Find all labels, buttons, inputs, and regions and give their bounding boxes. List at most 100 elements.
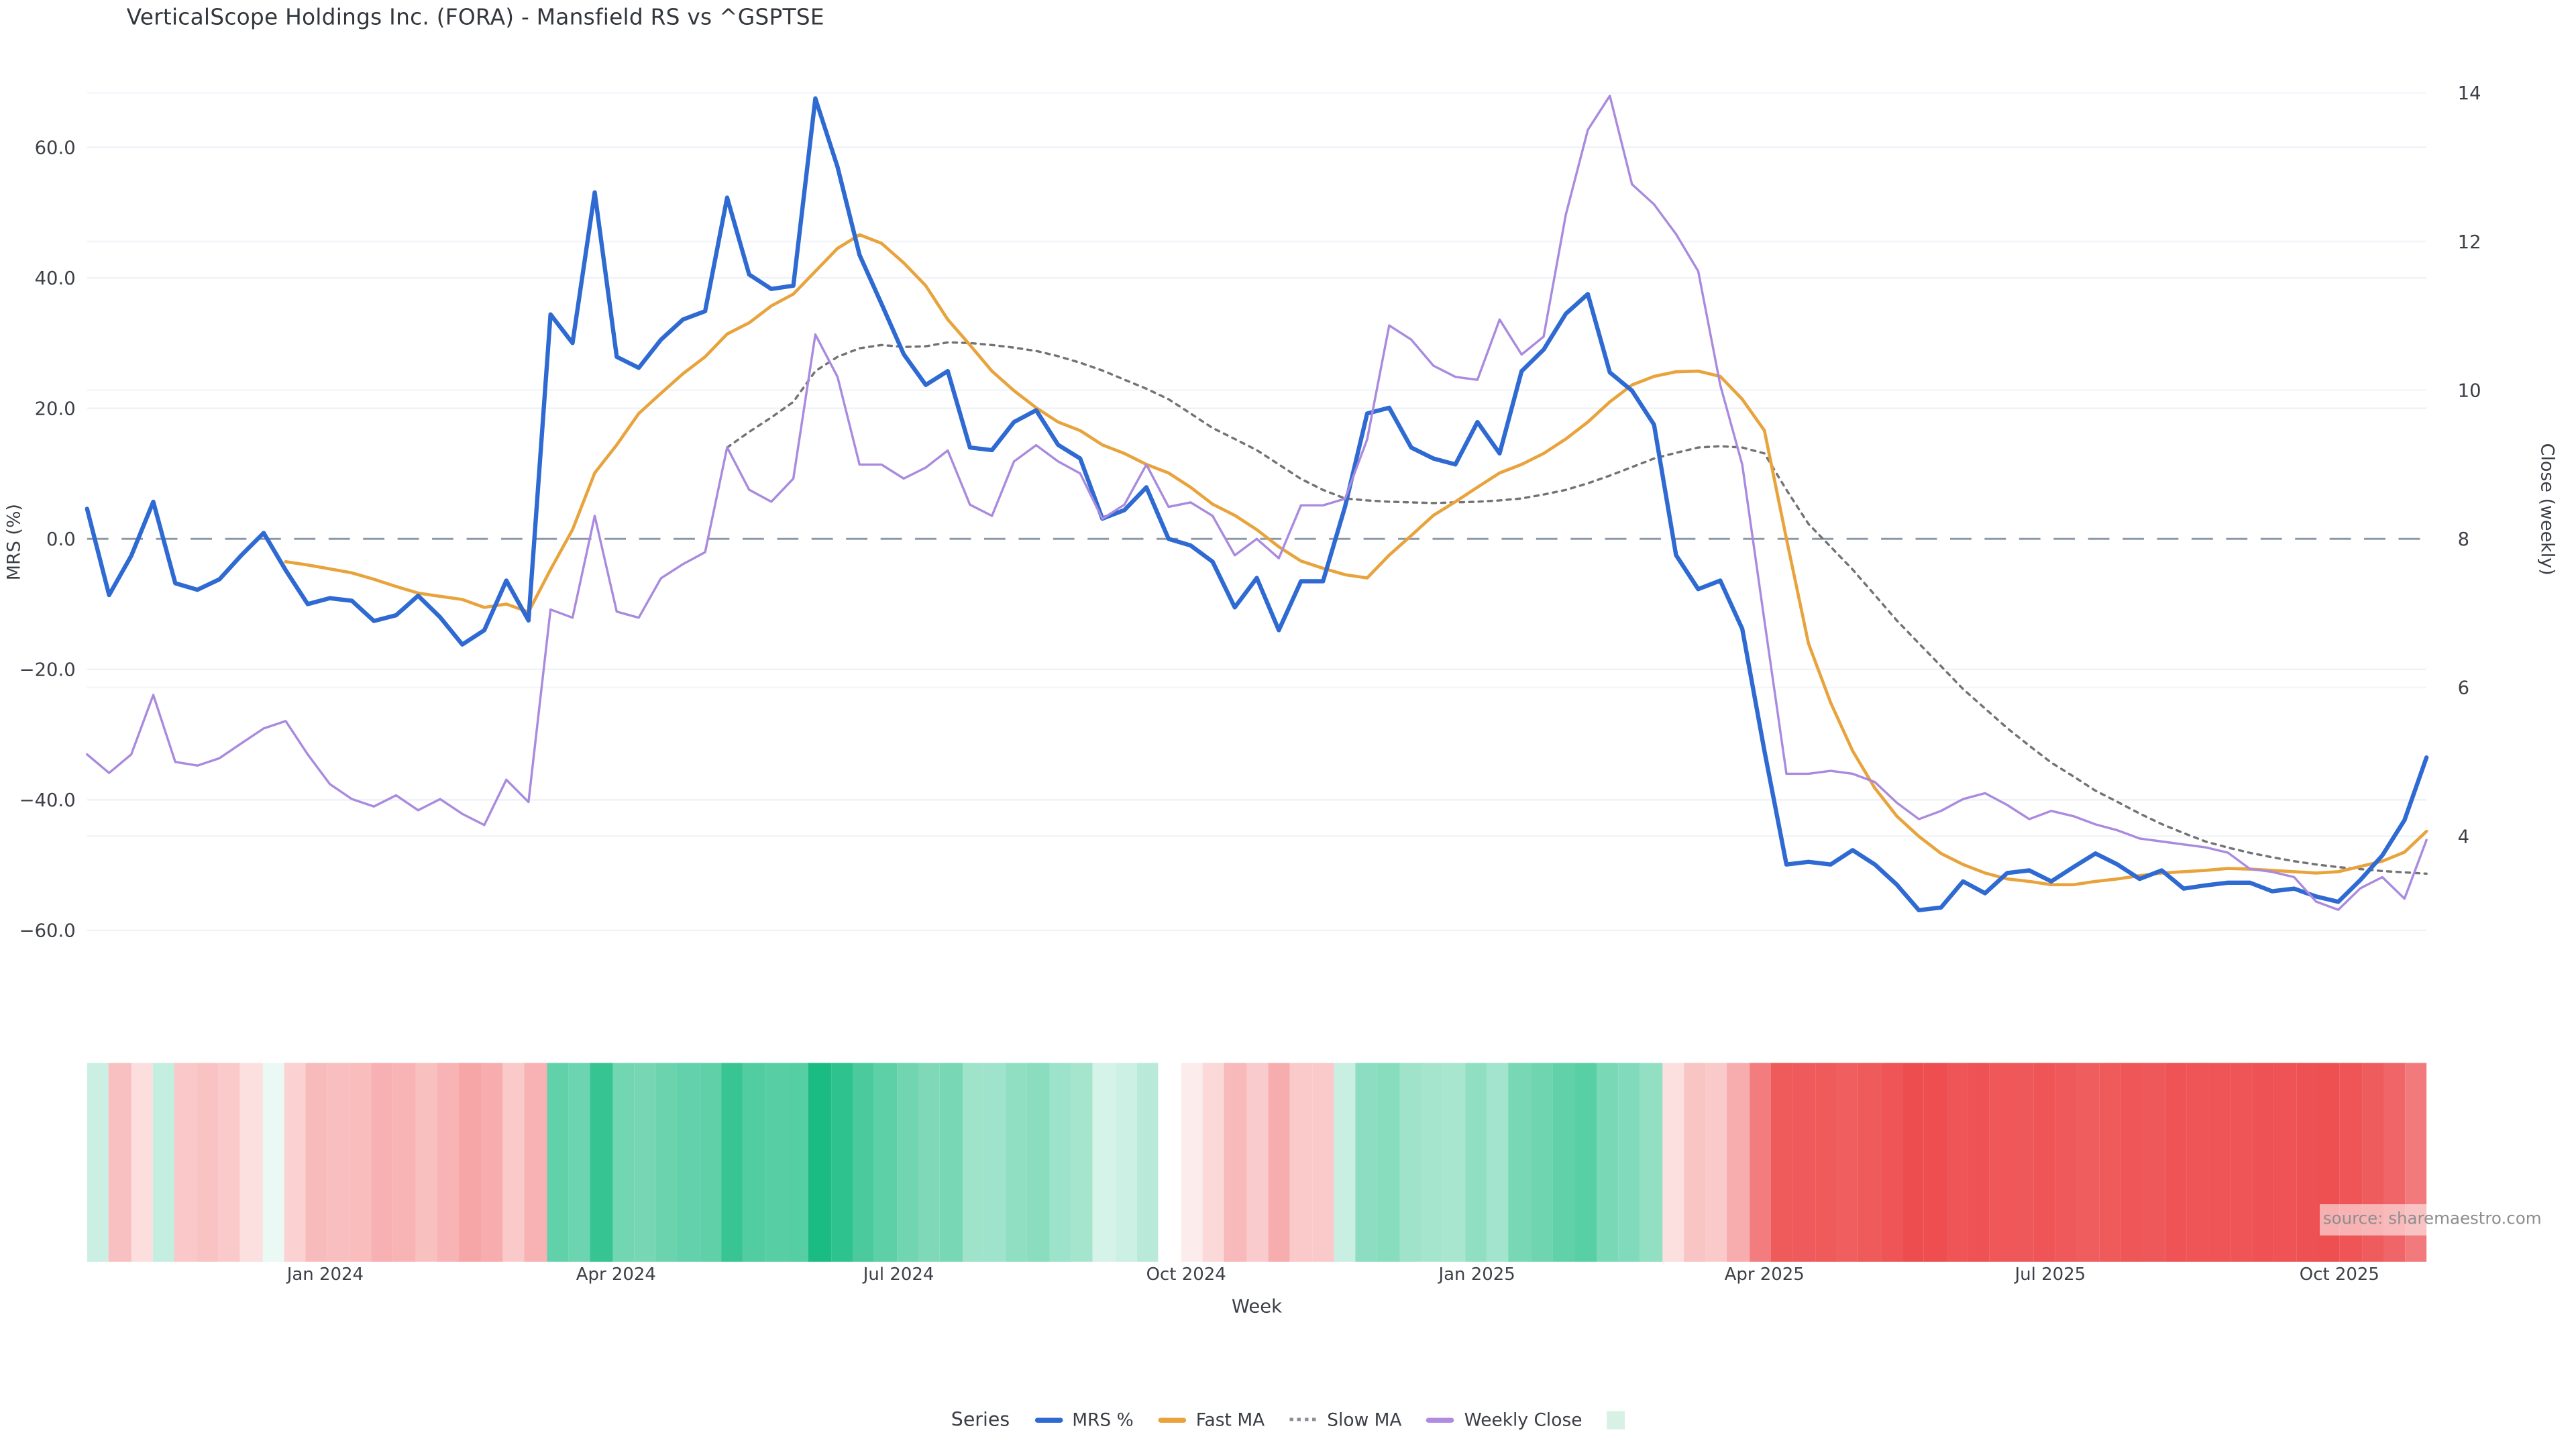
heatmap-cell (918, 1063, 941, 1262)
left-axis-tick: 0.0 (46, 529, 76, 550)
heatmap-cell (1617, 1063, 1640, 1262)
heatmap-cell (2077, 1063, 2100, 1262)
heatmap-cell (1159, 1063, 1181, 1262)
left-axis-tick: 20.0 (35, 399, 76, 420)
heatmap-cell (2296, 1063, 2318, 1262)
x-axis-tick-labels: Jan 2024 Apr 2024 Jul 2024 Oct 2024 Jan 2025… (87, 1265, 2426, 1288)
legend-item-slow-ma: Slow MA (1289, 1409, 1402, 1430)
heatmap-cell (1902, 1063, 1925, 1262)
series-weekly-close (86, 95, 2428, 911)
legend-item-label: Weekly Close (1464, 1409, 1582, 1430)
heatmap-cell (787, 1063, 809, 1262)
heatmap-cell (152, 1063, 175, 1262)
heatmap-cell (1683, 1063, 1706, 1262)
legend-item-mrs-: MRS % (1034, 1409, 1134, 1430)
heatmap-cell (1836, 1063, 1859, 1262)
heatmap-cell (1552, 1063, 1574, 1262)
right-axis-tick: 10 (2458, 380, 2481, 401)
heatmap-cell (1071, 1063, 1093, 1262)
mrs-heatmap-strip (87, 1063, 2428, 1262)
heatmap-cell (2099, 1063, 2121, 1262)
heatmap-cell (1771, 1063, 1793, 1262)
heatmap-cell (2230, 1063, 2253, 1262)
x-tick-jul-2025: Jul 2025 (2015, 1265, 2086, 1285)
left-axis-tick: −40.0 (19, 790, 76, 811)
x-tick-jan-2024: Jan 2024 (286, 1265, 364, 1285)
heatmap-cell (699, 1063, 722, 1262)
legend-item-label: Slow MA (1327, 1409, 1402, 1430)
heatmap-cell (1596, 1063, 1618, 1262)
right-axis-tick: 6 (2458, 678, 2469, 699)
heatmap-cell (87, 1063, 109, 1262)
heatmap-cell (765, 1063, 788, 1262)
heatmap-cell (218, 1063, 241, 1262)
series-slow-ma (726, 341, 2428, 875)
heatmap-cell (415, 1063, 437, 1262)
heatmap-cell (983, 1063, 1006, 1262)
x-tick-oct-2025: Oct 2025 (2299, 1265, 2379, 1285)
heatmap-cell (546, 1063, 569, 1262)
heatmap-cell (1815, 1063, 1837, 1262)
heatmap-cell (2055, 1063, 2078, 1262)
source-watermark: source: sharemaestro.com (2319, 1204, 2545, 1236)
heatmap-cell (961, 1063, 984, 1262)
right-axis-tick: 4 (2458, 826, 2469, 847)
heatmap-cell (1530, 1063, 1553, 1262)
legend-square-swatch (1607, 1410, 1625, 1429)
heatmap-cell (940, 1063, 962, 1262)
right-axis-title: Close (weekly) (2537, 443, 2558, 576)
heatmap-cell (2274, 1063, 2296, 1262)
x-tick-jan-2025: Jan 2025 (1438, 1265, 1515, 1285)
heatmap-cell (2164, 1063, 2187, 1262)
heatmap-cell (1093, 1063, 1116, 1262)
x-axis-title: Week (1231, 1296, 1283, 1318)
heatmap-cell (1311, 1063, 1334, 1262)
left-axis-tick: −60.0 (19, 921, 76, 942)
heatmap-cell (808, 1063, 831, 1262)
heatmap-cell (1136, 1063, 1159, 1262)
heatmap-cell (350, 1063, 372, 1262)
heatmap-cell (655, 1063, 678, 1262)
heatmap-cell (1224, 1063, 1246, 1262)
heatmap-cell (1355, 1063, 1378, 1262)
legend: Series MRS % Fast MA Slow MA Weekly Close (0, 1408, 2576, 1431)
heatmap-cell (568, 1063, 590, 1262)
heatmap-cell (1289, 1063, 1312, 1262)
right-axis-tick: 14 (2458, 83, 2481, 104)
legend-title: Series (951, 1407, 1010, 1432)
heatmap-cell (109, 1063, 131, 1262)
heatmap-cell (1334, 1063, 1356, 1262)
heatmap-cell (262, 1063, 284, 1262)
heatmap-cell (1487, 1063, 1509, 1262)
heatmap-cell (2033, 1063, 2055, 1262)
heatmap-cell (1180, 1063, 1203, 1262)
heatmap-cell (678, 1063, 700, 1262)
x-tick-apr-2024: Apr 2024 (576, 1265, 656, 1285)
legend-line-swatch (1158, 1417, 1187, 1422)
heatmap-cell (305, 1063, 328, 1262)
heatmap-cell (393, 1063, 415, 1262)
heatmap-cell (874, 1063, 897, 1262)
heatmap-cell (1246, 1063, 1269, 1262)
heatmap-cell (1443, 1063, 1465, 1262)
heatmap-cell (1464, 1063, 1487, 1262)
heatmap-cell (1924, 1063, 1946, 1262)
legend-item-weekly-close: Weekly Close (1426, 1409, 1582, 1430)
heatmap-cell (1968, 1063, 1990, 1262)
heatmap-cell (1115, 1063, 1137, 1262)
legend-line-swatch (1034, 1417, 1063, 1422)
heatmap-cell (1792, 1063, 1815, 1262)
heatmap-cell (896, 1063, 918, 1262)
heatmap-cell (2208, 1063, 2231, 1262)
heatmap-cell (830, 1063, 853, 1262)
heatmap-cell (2186, 1063, 2209, 1262)
legend-dotted-swatch (1289, 1417, 1318, 1422)
heatmap-cell (1727, 1063, 1750, 1262)
heatmap-cell (327, 1063, 350, 1262)
heatmap-cell (196, 1063, 219, 1262)
heatmap-cell (1749, 1063, 1772, 1262)
heatmap-cell (743, 1063, 765, 1262)
heatmap-cell (131, 1063, 153, 1262)
heatmap-cell (721, 1063, 743, 1262)
heatmap-cell (1006, 1063, 1028, 1262)
